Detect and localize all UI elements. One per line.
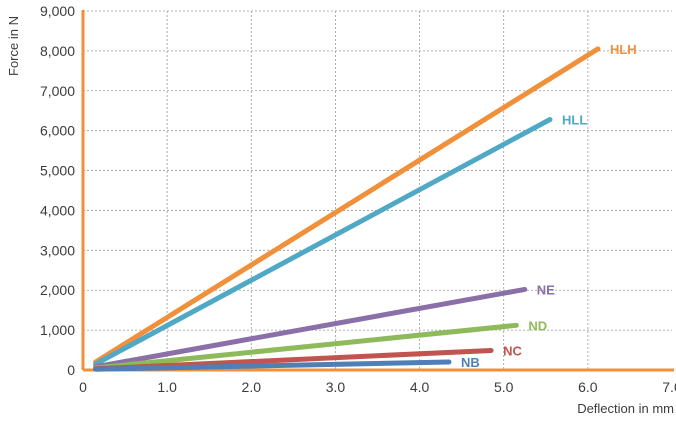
series-label-ne: NE [537,282,555,297]
y-tick-label: 5,000 [40,163,75,179]
x-tick-label: 6.0 [578,379,598,395]
x-axis-title: Deflection in mm [577,401,674,416]
series-label-hlh: HLH [610,42,637,57]
y-tick-label: 1,000 [40,322,75,338]
series-line-hll [93,116,553,367]
series-label-nc: NC [503,343,522,358]
series-lines [93,46,601,372]
series-line-hlh [93,46,601,365]
y-tick-label: 0 [67,362,75,378]
series-labels: HLH HLL NE ND NC NB [461,42,637,370]
y-axis-title: Force in N [6,16,21,76]
x-tick-label: 2.0 [242,379,262,395]
y-tick-label: 6,000 [40,123,75,139]
series-line-nd [93,322,519,371]
y-tick-label: 7,000 [40,83,75,99]
x-tick-label: 5.0 [494,379,514,395]
x-tick-label: 0 [79,379,87,395]
axes [81,10,674,372]
series-label-hll: HLL [562,112,587,127]
tick-labels: 0 1,000 2,000 3,000 4,000 5,000 6,000 7,000 8,00… [40,3,676,395]
series-line-ne [93,286,528,370]
x-tick-label: 3.0 [326,379,346,395]
x-tick-label: 4.0 [410,379,430,395]
y-tick-label: 9,000 [40,3,75,19]
x-tick-label: 7.0 [662,379,676,395]
y-tick-label: 3,000 [40,242,75,258]
series-label-nb: NB [461,355,480,370]
series-line-nb [93,359,452,372]
y-tick-label: 4,000 [40,202,75,218]
x-tick-label: 1.0 [157,379,177,395]
y-tick-label: 2,000 [40,282,75,298]
series-label-nd: ND [528,318,547,333]
y-tick-label: 8,000 [40,43,75,59]
